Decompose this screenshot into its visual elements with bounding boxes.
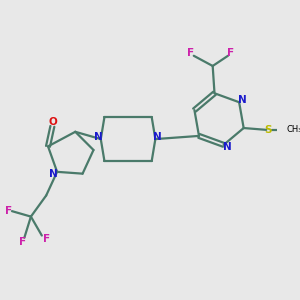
Text: N: N <box>153 132 162 142</box>
Text: N: N <box>94 132 103 142</box>
Text: S: S <box>264 125 272 135</box>
Text: F: F <box>19 237 26 247</box>
Text: N: N <box>223 142 232 152</box>
Text: N: N <box>49 169 58 179</box>
Text: F: F <box>227 48 234 58</box>
Text: O: O <box>49 117 58 127</box>
Text: F: F <box>187 48 194 58</box>
Text: F: F <box>5 206 12 216</box>
Text: N: N <box>238 95 246 105</box>
Text: F: F <box>43 234 50 244</box>
Text: CH₃: CH₃ <box>286 125 300 134</box>
